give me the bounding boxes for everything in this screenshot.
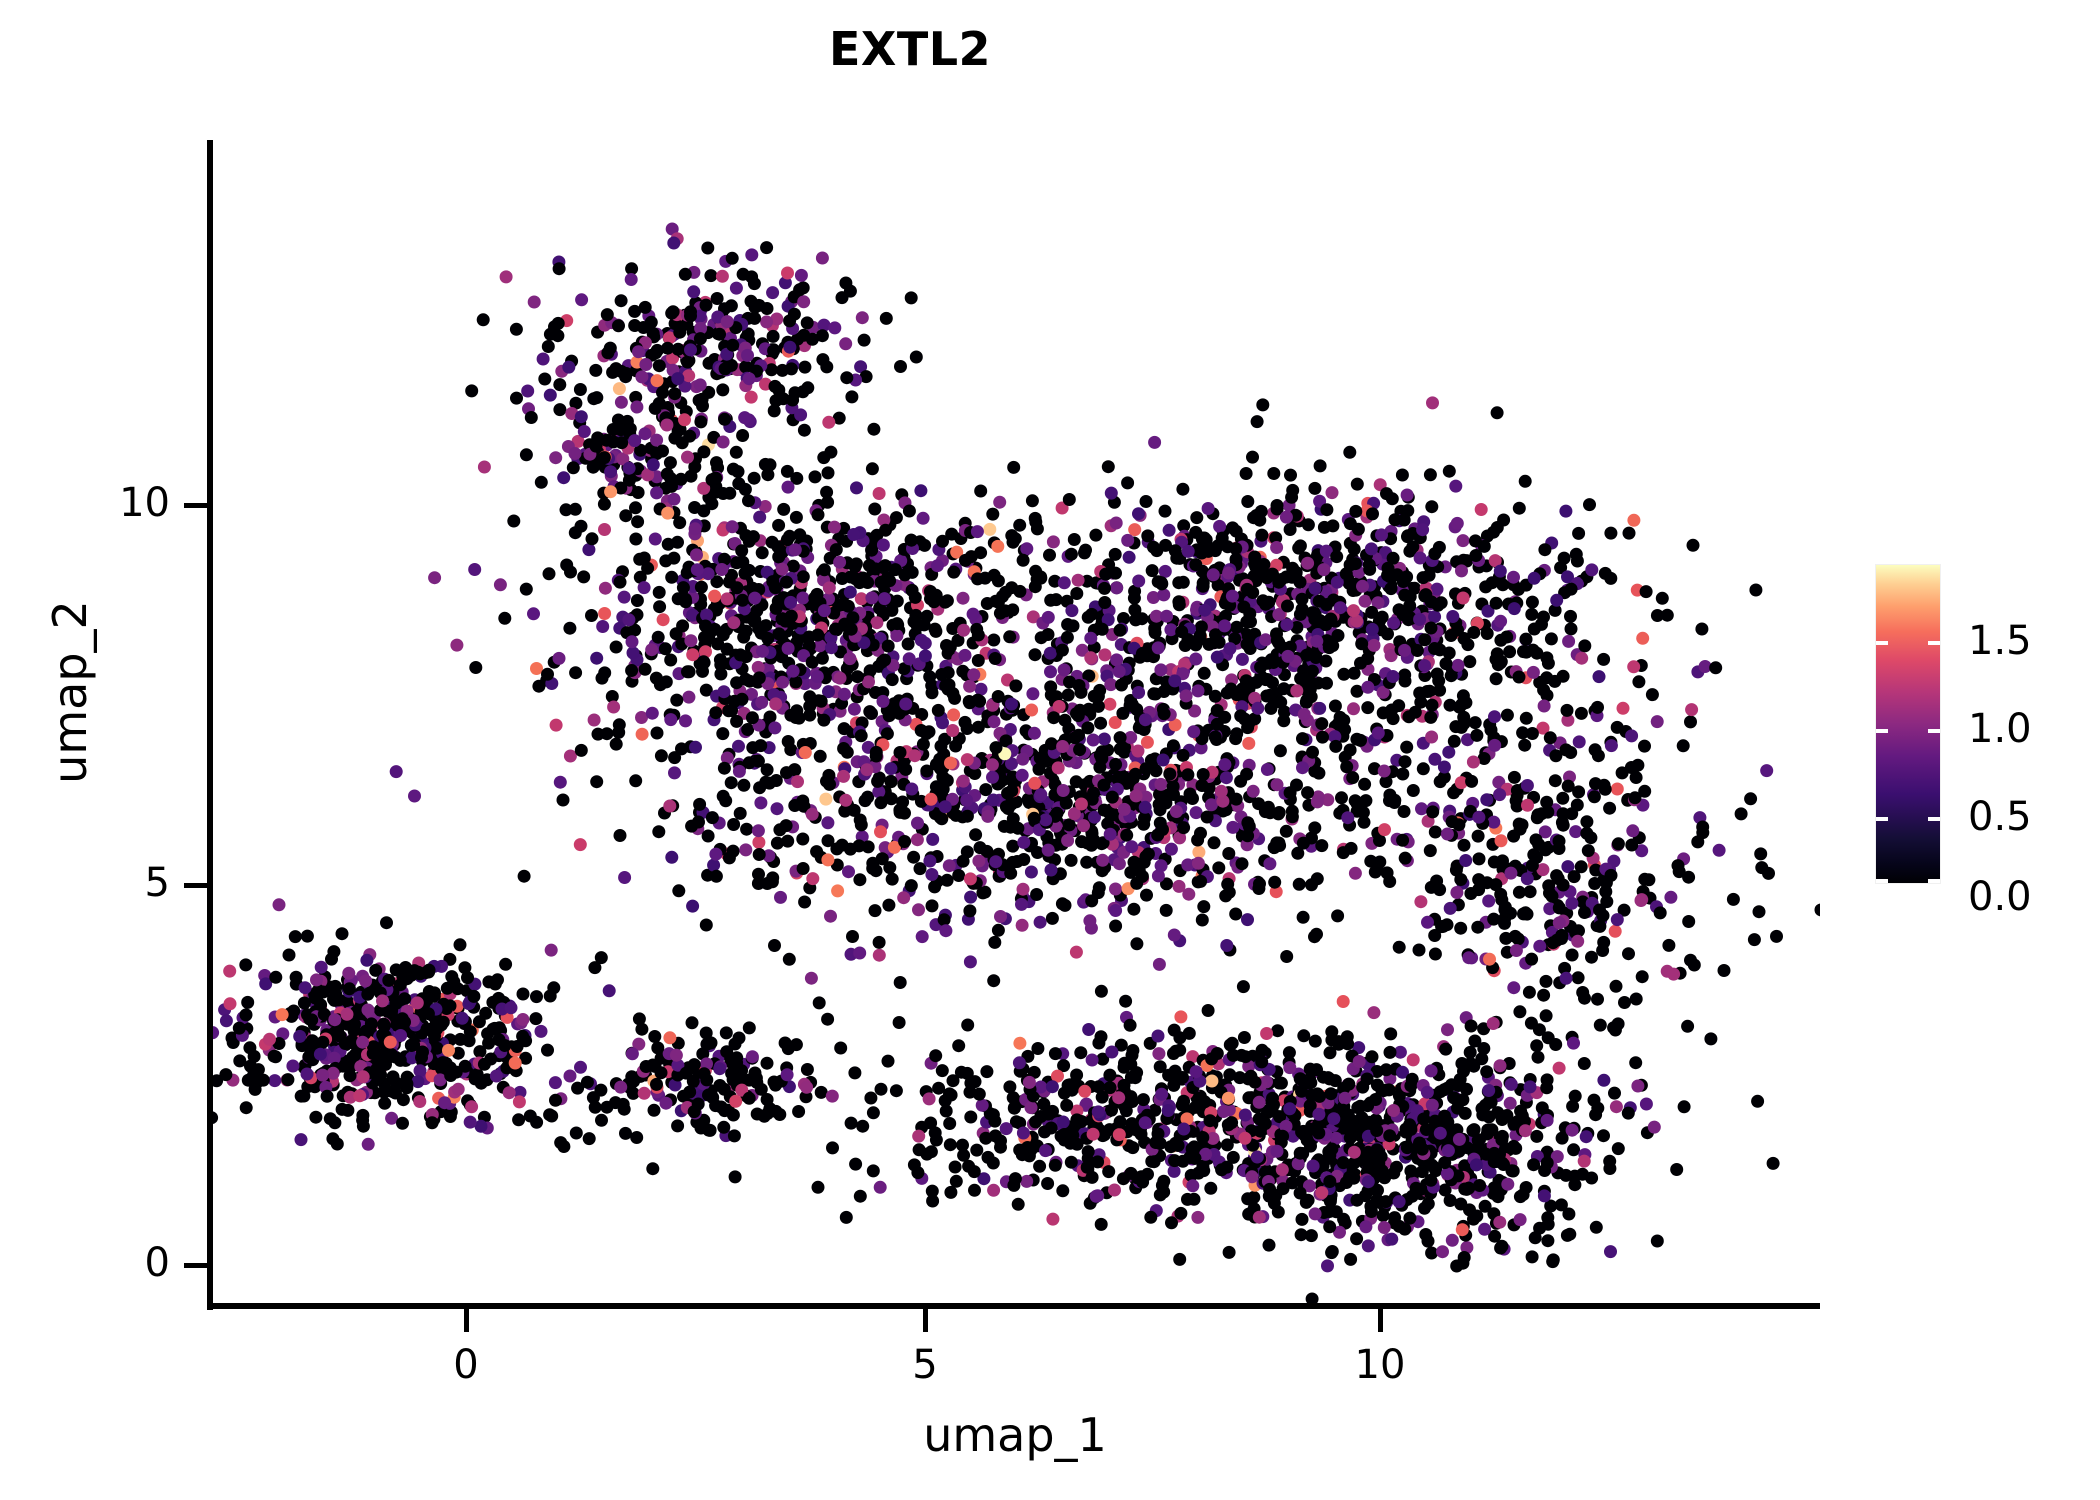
x-tick-label-0: 0 <box>453 1342 479 1388</box>
y-tick-mark-10 <box>184 503 208 508</box>
colorbar-tick-1.5-right <box>1928 641 1940 645</box>
scatter-points-group <box>213 222 1820 1303</box>
colorbar-tick-0.5-right <box>1928 817 1940 821</box>
colorbar-tick-1.5-left <box>1876 641 1888 645</box>
scatter-points-svg <box>213 222 1820 1303</box>
x-tick-label-5: 5 <box>912 1342 938 1388</box>
colorbar-label-1.0: 1.0 <box>1968 706 2032 752</box>
colorbar: 1.5 1.0 0.5 0.0 <box>1876 565 2076 917</box>
colorbar-label-0.0: 0.0 <box>1968 874 2032 920</box>
y-tick-mark-0 <box>184 1263 208 1268</box>
y-tick-label-0: 0 <box>144 1240 170 1286</box>
colorbar-label-1.5: 1.5 <box>1968 618 2032 664</box>
y-axis-label: umap_2 <box>43 600 97 784</box>
colorbar-tick-1.0-left <box>1876 729 1888 733</box>
y-axis-spine <box>207 140 213 1310</box>
x-tick-mark-5 <box>923 1308 928 1332</box>
x-axis-label: umap_1 <box>923 1408 1107 1462</box>
colorbar-tick-0.5-left <box>1876 817 1888 821</box>
y-tick-label-5: 5 <box>144 860 170 906</box>
scatter-plot-area <box>213 140 1820 1303</box>
colorbar-gradient <box>1876 565 1940 883</box>
colorbar-label-0.5: 0.5 <box>1968 794 2032 840</box>
x-tick-mark-10 <box>1378 1308 1383 1332</box>
y-tick-label-10: 10 <box>119 480 170 526</box>
x-axis-spine <box>207 1303 1820 1309</box>
y-tick-mark-5 <box>184 883 208 888</box>
page-title: EXTL2 <box>828 22 992 76</box>
colorbar-tick-1.0-right <box>1928 729 1940 733</box>
x-tick-mark-0 <box>464 1308 469 1332</box>
colorbar-tick-0.0-right <box>1928 879 1940 883</box>
x-tick-label-10: 10 <box>1354 1342 1406 1388</box>
colorbar-tick-0.0-left <box>1876 879 1888 883</box>
